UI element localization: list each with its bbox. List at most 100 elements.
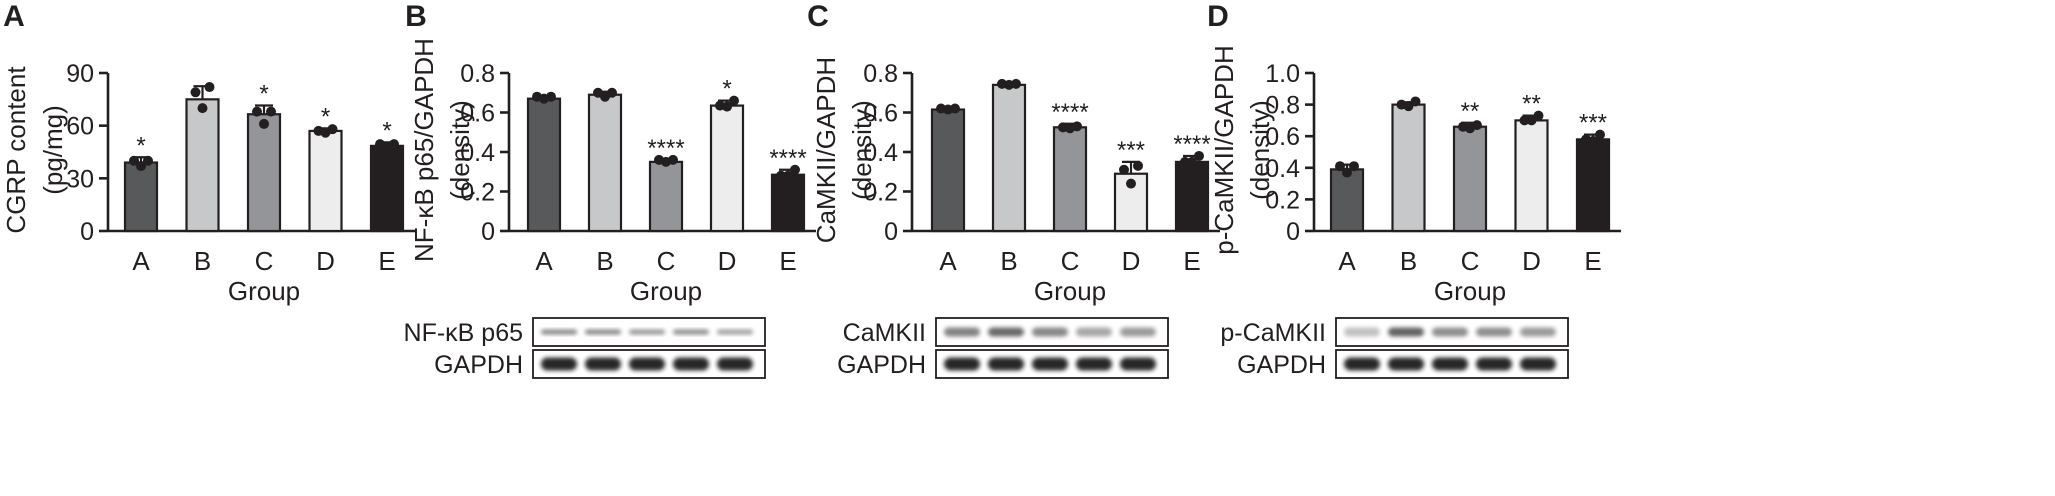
- data-point: [729, 95, 739, 106]
- x-tick-label: C: [657, 246, 676, 276]
- data-point: [783, 170, 793, 181]
- significance-marker: *: [136, 132, 145, 159]
- x-tick-label: B: [1400, 246, 1417, 276]
- data-point: [790, 164, 800, 175]
- x-tick-label: A: [535, 246, 553, 276]
- x-axis-label: Group: [1434, 276, 1506, 306]
- blot-label: CaMKII: [843, 319, 926, 347]
- data-point: [715, 100, 725, 111]
- bar: [770, 173, 806, 233]
- y-tick-label: 0.4: [863, 139, 898, 167]
- data-point: [1335, 161, 1345, 172]
- data-point: [1519, 115, 1530, 126]
- data-point: [950, 103, 960, 114]
- blot-label: GAPDH: [434, 351, 523, 379]
- significance-marker: *: [722, 76, 731, 103]
- data-point: [1194, 150, 1204, 161]
- blot-label: p-CaMKII: [1220, 319, 1326, 347]
- significance-marker: *: [382, 117, 391, 144]
- blot-band: [1120, 357, 1156, 371]
- blot-band: [988, 357, 1024, 371]
- y-tick-label: 0.2: [863, 179, 898, 207]
- blot-band: [1432, 327, 1468, 337]
- data-point: [1595, 129, 1605, 140]
- data-point: [1119, 164, 1129, 175]
- x-tick-label: C: [1461, 246, 1480, 276]
- x-tick-label: B: [596, 246, 613, 276]
- blot-band: [1032, 357, 1068, 371]
- blot-band: [1388, 327, 1424, 337]
- bar: [648, 160, 684, 233]
- significance-marker: ****: [769, 145, 806, 172]
- blot-band: [1032, 327, 1068, 337]
- blot-band: [717, 329, 753, 335]
- data-point: [1058, 122, 1068, 133]
- bar: [991, 83, 1027, 233]
- significance-marker: ***: [1117, 137, 1145, 164]
- data-point: [197, 103, 208, 114]
- data-point: [1342, 167, 1352, 178]
- significance-marker: **: [1461, 98, 1480, 125]
- y-tick-label: 0: [481, 218, 495, 246]
- data-point: [375, 139, 385, 150]
- data-point: [389, 139, 399, 150]
- bar: [1575, 138, 1611, 233]
- bar: [930, 108, 966, 233]
- x-axis-label: Group: [630, 276, 702, 306]
- data-point: [252, 106, 262, 117]
- blot-band: [1520, 357, 1556, 371]
- data-point: [997, 78, 1007, 89]
- data-point: [607, 87, 617, 98]
- x-tick-label: A: [132, 246, 150, 276]
- x-tick-label: A: [1338, 246, 1356, 276]
- data-point: [1133, 160, 1143, 171]
- x-tick-label: D: [1522, 246, 1541, 276]
- panel-label: A: [3, 0, 25, 33]
- data-point: [1011, 78, 1021, 89]
- data-point: [1526, 115, 1537, 126]
- bar: [1514, 119, 1549, 233]
- y-tick-label: 0.8: [863, 60, 898, 88]
- bar: [123, 161, 159, 233]
- panel-label: B: [405, 0, 427, 33]
- bar: [1329, 168, 1365, 233]
- y-axis-label: NF-κB p65/GAPDH: [409, 38, 439, 262]
- data-point: [1410, 96, 1421, 107]
- y-tick-label: 0.6: [460, 100, 495, 128]
- data-point: [1581, 134, 1591, 145]
- data-point: [143, 155, 153, 166]
- data-point: [1458, 121, 1468, 132]
- blot-band: [1344, 327, 1380, 337]
- data-point: [313, 125, 324, 136]
- data-point: [204, 82, 215, 93]
- bar: [526, 97, 562, 233]
- blot-band: [717, 357, 753, 371]
- significance-marker: ****: [647, 135, 684, 162]
- bar: [1174, 160, 1210, 233]
- data-point: [546, 91, 556, 102]
- y-axis-label: CaMKII/GAPDH: [811, 57, 841, 243]
- y-tick-label: 0.2: [1265, 186, 1300, 214]
- bar: [1052, 126, 1088, 233]
- data-point: [259, 118, 269, 129]
- blot-label: GAPDH: [837, 351, 926, 379]
- blot-band: [541, 357, 577, 371]
- x-tick-label: D: [316, 246, 335, 276]
- blot-band: [673, 357, 709, 371]
- y-axis-unit-label: (density): [445, 100, 475, 200]
- bar: [185, 98, 220, 233]
- y-axis-label: p-CaMKII/GAPDH: [1209, 45, 1239, 255]
- data-point: [190, 87, 201, 98]
- data-point: [1396, 99, 1407, 110]
- data-point: [136, 161, 146, 172]
- significance-marker: *: [321, 103, 330, 130]
- bar: [246, 113, 282, 233]
- blot-band: [1432, 357, 1468, 371]
- blot-band: [585, 357, 621, 371]
- bar: [369, 144, 405, 233]
- data-point: [532, 91, 542, 102]
- data-point: [1072, 121, 1082, 132]
- bar: [1391, 103, 1426, 233]
- data-point: [668, 154, 678, 165]
- blot-band: [988, 327, 1024, 337]
